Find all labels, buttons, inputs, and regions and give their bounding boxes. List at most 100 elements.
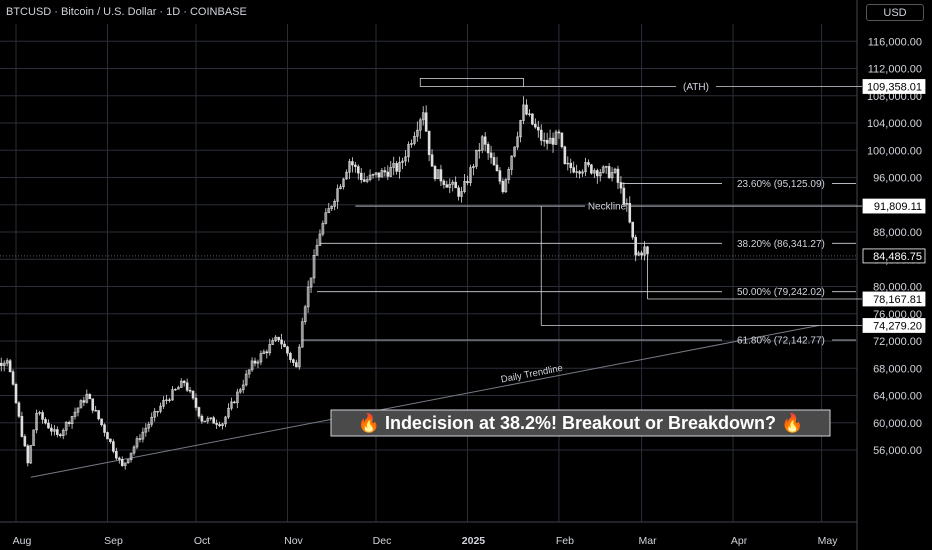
candle-body — [598, 172, 602, 177]
candle-body — [622, 187, 626, 205]
candle-body — [88, 393, 92, 400]
y-tick-label: 100,000.00 — [867, 145, 922, 157]
candle-body — [557, 131, 561, 134]
price-label: 109,358.01 — [867, 81, 922, 93]
time-axis[interactable]: Aug Sep Oct Nov Dec 2025 Feb Mar Apr May — [13, 535, 839, 547]
y-tick-label: 68,000.00 — [873, 363, 922, 375]
x-tick-label: Oct — [194, 535, 210, 547]
candle-body — [227, 407, 230, 418]
candle-body — [165, 399, 168, 401]
candle-body — [362, 179, 366, 182]
candle-body — [401, 160, 404, 163]
candle-body — [295, 362, 298, 368]
candle-body — [560, 132, 564, 148]
candle-body — [359, 172, 363, 181]
candle-body — [392, 163, 396, 168]
candle-body — [315, 245, 319, 256]
candle-body — [176, 387, 180, 390]
candle-body — [501, 180, 505, 193]
candle-body — [516, 136, 519, 148]
candle-body — [91, 398, 95, 411]
candle-body — [448, 183, 452, 188]
candle-body — [451, 181, 455, 185]
candle-body — [300, 321, 304, 348]
candle-body — [604, 166, 608, 168]
candle-body — [525, 104, 528, 115]
candle-body — [584, 162, 587, 173]
candle-body — [404, 156, 407, 162]
candle-body — [637, 252, 640, 256]
trendline — [30, 324, 819, 478]
candle-body — [191, 390, 195, 399]
candle-body — [35, 412, 38, 431]
candle-body — [578, 171, 581, 174]
fib-label: 23.60% (95,125.09) — [737, 179, 825, 190]
candle-body — [44, 419, 47, 424]
candle-body — [356, 166, 360, 174]
candle-body — [64, 422, 68, 431]
candle-body — [563, 146, 567, 164]
candle-body — [73, 411, 77, 417]
candle-body — [351, 161, 354, 166]
candle-body — [230, 401, 233, 409]
candle-body — [236, 391, 239, 404]
candle-body — [82, 400, 86, 403]
candle-body — [132, 446, 136, 454]
candle-body — [238, 389, 242, 393]
candle-body — [47, 422, 50, 429]
candle-body — [554, 131, 558, 145]
candle-body — [575, 171, 578, 173]
candle-body — [454, 181, 457, 189]
candle-body — [79, 400, 83, 409]
candle-body — [413, 135, 416, 144]
candle-body — [596, 170, 599, 177]
y-tick-label: 116,000.00 — [868, 36, 922, 48]
ath-label: (ATH) — [683, 82, 709, 93]
candle-body — [209, 417, 213, 419]
candle-body — [115, 451, 118, 459]
candle-body — [200, 415, 204, 422]
fib-levels: 23.60% (95,125.09) 38.20% (86,341.27) 50.0… — [302, 179, 856, 347]
candle-body — [147, 423, 151, 429]
candle-body — [569, 162, 573, 168]
candle-body — [233, 401, 236, 404]
candle-body — [32, 429, 36, 446]
candle-body — [377, 172, 381, 178]
candle-body — [241, 384, 245, 391]
candle-body — [354, 164, 357, 167]
candle-body — [106, 432, 109, 440]
candle-body — [368, 174, 372, 180]
x-tick-label: May — [818, 535, 839, 547]
candle-body — [280, 339, 283, 345]
candle-body — [303, 306, 307, 323]
candle-body — [8, 360, 12, 372]
candle-body — [386, 171, 390, 177]
candle-body — [545, 140, 549, 144]
candle-body — [625, 203, 629, 205]
annotations: (ATH) Neckline 🔥 Indecision at 38.2%! Brea… — [0, 78, 862, 437]
price-label: 78,167.81 — [873, 294, 922, 306]
candle-body — [215, 423, 218, 425]
candle-body — [67, 422, 71, 424]
candle-body — [383, 170, 387, 173]
banner-text: 🔥 Indecision at 38.2%! Breakout or Break… — [358, 412, 804, 433]
candle-body — [539, 129, 543, 141]
x-tick-label: Nov — [284, 535, 303, 547]
fib-label: 61.80% (72,142.77) — [737, 336, 825, 347]
candle-body — [212, 417, 216, 424]
y-tick-label: 80,000.00 — [873, 282, 922, 294]
candle-body — [194, 397, 198, 408]
candle-body — [53, 429, 56, 432]
candle-body — [610, 172, 614, 179]
price-label-box — [862, 291, 926, 307]
candle-body — [460, 191, 463, 197]
candle-body — [324, 212, 328, 224]
price-axis[interactable]: 56,000.00 60,000.00 64,000.00 68,000.00 72,0… — [867, 36, 922, 457]
candle-body — [495, 164, 499, 171]
currency-button[interactable]: USD — [866, 4, 924, 21]
candle-body — [94, 410, 97, 412]
candle-body — [336, 188, 339, 202]
candle-body — [283, 343, 286, 348]
candle-body — [477, 149, 481, 152]
